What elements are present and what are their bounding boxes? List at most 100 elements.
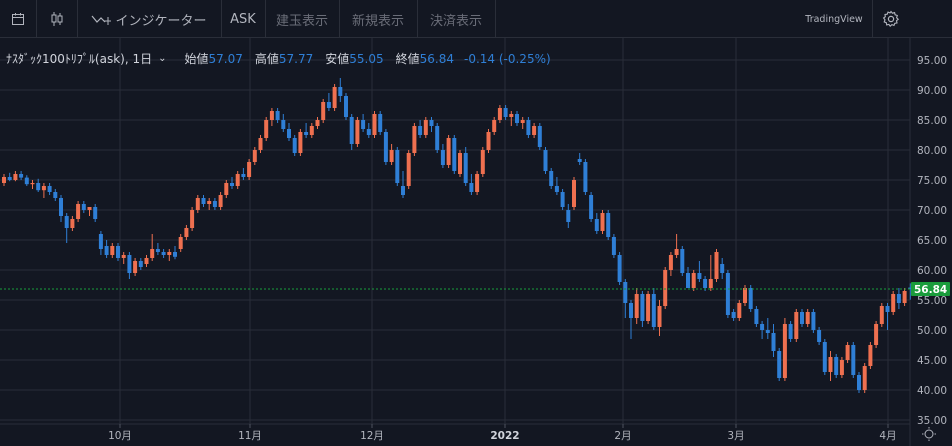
- symbol-name[interactable]: ﾅｽﾀﾞｯｸ100ﾄﾘﾌﾟﾙ(ask), 1日: [6, 52, 153, 66]
- candle: [173, 246, 177, 260]
- ask-toggle[interactable]: ASK: [230, 11, 256, 27]
- close-value: 56.84: [419, 51, 454, 66]
- calendar-icon: [12, 13, 24, 25]
- candle: [497, 105, 502, 123]
- candle-body: [646, 294, 651, 321]
- settings-button[interactable]: [873, 0, 909, 38]
- candle: [326, 93, 331, 111]
- position-display-button[interactable]: 建玉表示: [275, 13, 328, 29]
- candle: [195, 195, 200, 213]
- candle: [321, 99, 326, 123]
- candle: [600, 210, 605, 234]
- candle-body: [7, 177, 12, 180]
- candle-body: [395, 150, 400, 183]
- candle-body: [332, 87, 337, 108]
- candle: [606, 210, 611, 240]
- candle: [70, 216, 75, 231]
- candlestick-icon: [51, 12, 63, 26]
- candle-body: [777, 351, 782, 378]
- candle-body: [116, 246, 120, 258]
- settlement-display-button[interactable]: 決済表示: [429, 13, 482, 29]
- candle-body: [121, 255, 126, 258]
- price-chart[interactable]: 95.00 90.00 85.00 80.00 75.00 70.00 65.00 60.00…: [0, 38, 952, 446]
- candle-body: [800, 312, 804, 324]
- candle: [560, 189, 565, 210]
- candle: [657, 300, 662, 336]
- candle: [697, 261, 702, 282]
- candle: [423, 117, 428, 138]
- candle-body: [463, 153, 468, 183]
- candle: [845, 342, 850, 363]
- candle: [144, 255, 149, 267]
- calendar-button[interactable]: [0, 0, 36, 38]
- close-label: 終値: [395, 52, 420, 66]
- price-tick-label: 35.00: [917, 415, 947, 427]
- candle-body: [458, 153, 462, 174]
- candle: [549, 168, 554, 189]
- candle-body: [241, 174, 246, 177]
- candle: [150, 234, 155, 261]
- candle: [583, 159, 588, 195]
- candle-body: [127, 255, 132, 273]
- candle: [24, 175, 29, 186]
- candle: [264, 117, 269, 141]
- candle-body: [2, 177, 6, 183]
- candle-body: [292, 138, 297, 153]
- indicator-button[interactable]: インジケーター: [78, 0, 220, 38]
- candle-body: [435, 126, 440, 150]
- candle-body: [36, 183, 41, 191]
- candle-body: [418, 126, 423, 135]
- candle: [623, 279, 628, 318]
- indicator-icon: [92, 15, 112, 25]
- candle-body: [81, 204, 86, 210]
- candle: [155, 243, 160, 255]
- candle-body: [857, 375, 861, 390]
- candle-body: [868, 345, 873, 366]
- candle: [178, 234, 183, 252]
- candle-body: [155, 249, 160, 252]
- new-order-display-button[interactable]: 新規表示: [351, 13, 404, 29]
- candle: [486, 129, 491, 153]
- candle-body: [811, 312, 816, 330]
- candle: [7, 172, 12, 182]
- axis-settings-button[interactable]: [922, 427, 936, 441]
- candle: [252, 147, 257, 165]
- chevron-down-icon[interactable]: ⌄: [158, 53, 167, 64]
- candle: [543, 147, 548, 174]
- candle-body: [452, 138, 457, 171]
- chart-type-button[interactable]: [37, 0, 77, 38]
- candle: [309, 123, 314, 138]
- candle-body: [355, 120, 360, 144]
- candle-body: [269, 111, 274, 120]
- candle-body: [281, 120, 286, 129]
- price-tick-label: 75.00: [917, 175, 947, 187]
- candle: [406, 150, 411, 189]
- candle: [281, 114, 286, 132]
- candle: [446, 135, 451, 168]
- candle-body: [879, 306, 884, 324]
- tradingview-brand[interactable]: TradingView: [805, 13, 863, 25]
- candle: [184, 225, 189, 240]
- candle: [817, 327, 822, 345]
- candle-body: [469, 183, 474, 192]
- candle: [41, 183, 46, 198]
- candle-body: [708, 279, 713, 288]
- candle-body: [446, 138, 451, 165]
- candle: [777, 348, 782, 381]
- candle: [167, 249, 172, 261]
- price-axis[interactable]: 95.00 90.00 85.00 80.00 75.00 70.00 65.00 60.00…: [917, 55, 947, 427]
- candle-body: [515, 114, 519, 123]
- candle-body: [207, 201, 212, 204]
- candle-body: [566, 210, 571, 222]
- candle: [634, 288, 639, 324]
- time-axis[interactable]: 10月 11月 12月 2022 2月 3月 4月: [108, 424, 897, 442]
- candle-body: [680, 249, 685, 273]
- low-value: 55.05: [349, 51, 384, 66]
- time-tick-label: 10月: [108, 430, 132, 442]
- candle: [87, 207, 92, 216]
- candle-body: [577, 159, 582, 162]
- toolbar-divider: [265, 0, 266, 38]
- price-tick-label: 80.00: [917, 145, 947, 157]
- candle-body: [554, 186, 559, 192]
- candle: [332, 84, 337, 111]
